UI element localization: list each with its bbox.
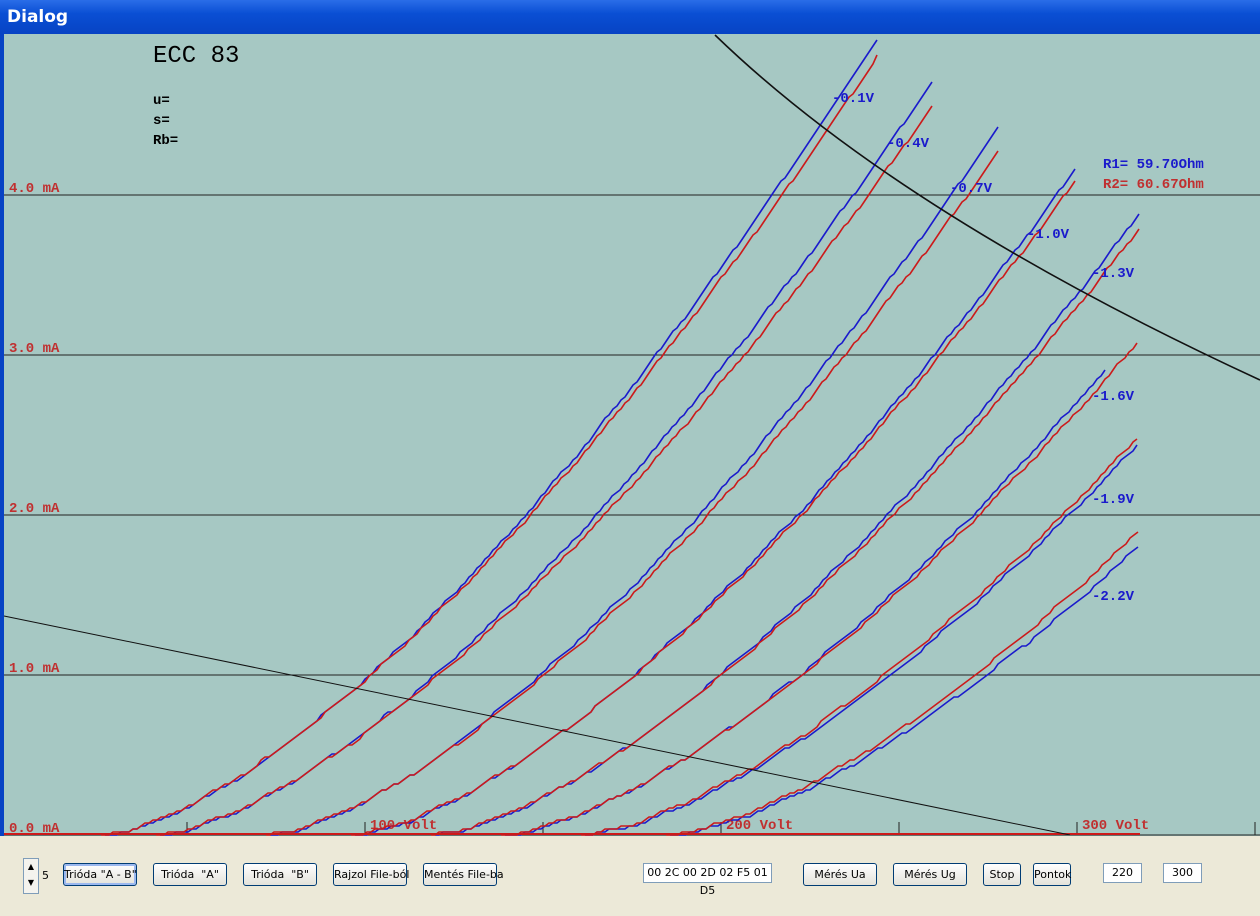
r2-label: R2= 60.67Ohm [1103, 177, 1204, 193]
grid-voltage-label: -2.2V [1092, 589, 1135, 605]
input-field[interactable]: 220 [1103, 863, 1142, 883]
button[interactable]: Trióda "A - B" [63, 863, 137, 886]
plate-curve [431, 228, 1140, 836]
x-axis-label: 200 Volt [726, 818, 793, 834]
grid-voltage-label: -0.1V [832, 91, 875, 107]
frame [0, 34, 4, 836]
plate-curve [585, 444, 1138, 836]
control-panel: ▲ ▼ 5 Trióda "A - B" Trióda "A" Trióda "B" R… [4, 836, 1256, 912]
x-axis-label: 100 Volt [370, 818, 437, 834]
button[interactable]: Pontok [1033, 863, 1071, 886]
button[interactable]: Mérés Ug [893, 863, 967, 886]
plate-curve [101, 54, 878, 836]
y-axis-label: 1.0 mA [9, 661, 60, 677]
grid-voltage-label: -1.3V [1092, 266, 1135, 282]
grid-voltage-label: -0.7V [950, 181, 993, 197]
y-axis-label: 0.0 mA [9, 821, 60, 836]
button[interactable]: Trióda "A" [153, 863, 227, 886]
button[interactable]: Mérés Ua [803, 863, 877, 886]
load-line [3, 615, 1071, 836]
plate-curve [666, 531, 1139, 836]
grid-voltage-label: -1.0V [1027, 227, 1070, 243]
button[interactable]: Trióda "B" [243, 863, 317, 886]
window-title: Dialog [7, 7, 69, 27]
grid-voltage-label: -0.4V [887, 136, 930, 152]
param-label: s= [153, 113, 170, 129]
grid-voltage-label: -1.9V [1092, 492, 1135, 508]
spin-value: 5 [42, 869, 49, 882]
plate-curve [351, 180, 1076, 836]
plot-background [4, 34, 1260, 836]
y-axis-label: 3.0 mA [9, 341, 60, 357]
x-axis-label: 300 Volt [1082, 818, 1149, 834]
spinner[interactable]: ▲ ▼ [23, 858, 39, 894]
tube-name: ECC 83 [153, 43, 239, 70]
param-label: u= [153, 93, 170, 109]
power-curve [714, 34, 1260, 381]
hex-field[interactable]: 00 2C 00 2D 02 F5 01 D5 [643, 863, 772, 897]
plate-curve [670, 546, 1139, 836]
y-axis-label: 4.0 mA [9, 181, 60, 197]
input-field[interactable]: 300 [1163, 863, 1202, 883]
button[interactable]: Mentés File-ba [423, 863, 504, 886]
y-axis-label: 2.0 mA [9, 501, 60, 517]
title-bar: Dialog [0, 0, 1260, 34]
plate-curve [501, 342, 1138, 836]
grid-voltage-label: -1.6V [1092, 389, 1135, 405]
plate-curve [266, 150, 999, 836]
plate-curve [581, 438, 1138, 836]
button[interactable]: Stop [983, 863, 1021, 886]
r1-label: R1= 59.70Ohm [1103, 157, 1204, 173]
param-label: Rb= [153, 133, 178, 149]
button[interactable]: Rajzol File-ból [333, 863, 409, 886]
plot: 4.0 mA 3.0 mA 2.0 mA 1.0 mA 0.0 mA 100 Volt 20… [0, 34, 1260, 836]
plate-curve [156, 105, 933, 836]
